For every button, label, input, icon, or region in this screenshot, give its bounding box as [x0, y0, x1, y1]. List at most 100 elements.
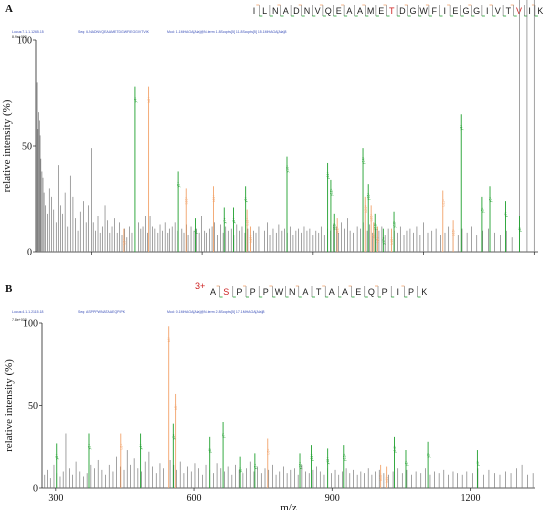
- b-ion-label: b8+: [376, 237, 380, 243]
- sequence-residue: G: [409, 6, 416, 16]
- b-ion-label: b9+: [266, 449, 270, 455]
- y-ion-label: y8+: [232, 218, 236, 224]
- b-ion-label: b4+: [167, 336, 171, 342]
- sequence-residue: I: [486, 6, 489, 16]
- sequence-residue: L: [262, 6, 267, 16]
- b-ion-label: b11+: [212, 195, 216, 203]
- y-ion-label: y7+: [222, 432, 226, 438]
- sequence-residue: E: [378, 6, 384, 16]
- sequence-residue: P: [263, 287, 269, 297]
- sequence-residue: W: [275, 287, 284, 297]
- y-ion-label: y4+: [133, 97, 137, 103]
- charge-label: 3+: [195, 281, 205, 291]
- y-ion-label: y4+: [460, 124, 464, 130]
- sequence-residue: N: [289, 287, 296, 297]
- b-ion-label: b10+: [379, 473, 383, 481]
- spectrum-header-text: Seq: ASPPPWNATAAEQPIPK: [78, 310, 126, 314]
- sequence-residue: W: [419, 6, 428, 16]
- y-ion-label: y6+: [208, 447, 212, 453]
- sequence-residue: K: [421, 287, 427, 297]
- y-ion-label: y9+: [253, 464, 257, 470]
- y-ion-label: y3+: [427, 452, 431, 458]
- b-ion-label: b3+: [119, 444, 123, 450]
- y-ion-label: y13+: [342, 453, 346, 461]
- sequence-residue: M: [367, 6, 375, 16]
- sequence-residue: T: [316, 287, 322, 297]
- y-ion-label: y12+: [329, 188, 333, 196]
- sequence-residue: E: [452, 6, 458, 16]
- y-ion-label: y10+: [299, 462, 303, 470]
- sequence-residue: A: [346, 6, 352, 16]
- sequence-residue: K: [537, 6, 543, 16]
- b-ion-label: b8+: [147, 97, 151, 103]
- spectrum-header-text: Mod: 1.1MHAGA[Ala]@N-term 1.8Sccpts[5] 1…: [167, 30, 286, 34]
- y-ion-label: y6+: [489, 197, 493, 203]
- y-ion-label: y4+: [139, 444, 143, 450]
- b-ion-label: b5+: [174, 404, 178, 410]
- b-ion-label: b22+: [336, 226, 340, 234]
- sequence-residue: F: [431, 6, 437, 16]
- y-axis-title: relative intensity (%): [1, 99, 13, 192]
- spectrum-panel-a: A I L N A D N V Q E A A M E T D G W F I E G G I V T V I K Locus:7.1.1…: [1, 0, 543, 256]
- y-ion-label: y5+: [177, 182, 181, 188]
- y-ion-label: y17+: [382, 237, 386, 245]
- sequence-residue: A: [329, 287, 335, 297]
- sequence-residue: A: [357, 6, 363, 16]
- y-ion-label: y13+: [333, 222, 337, 230]
- y-ion-label: y9+: [244, 197, 248, 203]
- sequence-residue: A: [302, 287, 308, 297]
- spectrum-chart-a: A I L N A D N V Q E A A M E T D G W F I E G G I V T V I KLocus:7.1.1…: [1, 0, 543, 256]
- y-ion-label: y11+: [326, 172, 330, 179]
- x-tick-label: 1200: [460, 493, 480, 504]
- sequence-residue: S: [223, 287, 229, 297]
- sequence-residue: N: [304, 6, 311, 16]
- y-ion-label: y3+: [87, 444, 91, 450]
- sequence-residue: D: [293, 6, 300, 16]
- x-tick-label: 300: [48, 493, 63, 504]
- b-ion-label: b13+: [452, 228, 456, 236]
- sequence-residue: P: [382, 287, 388, 297]
- b-ion-label: b11+: [441, 199, 445, 207]
- y-ion-label: y18+: [393, 220, 397, 228]
- y-ion-label: y2+: [55, 454, 59, 460]
- y-ion-label: y5+: [172, 434, 176, 440]
- y-ion-label: y14+: [362, 156, 366, 164]
- sequence-residue: I: [397, 287, 400, 297]
- spectrum-header-text: Locus:4.1.1.2115.18: [12, 310, 44, 314]
- y-ion-label: y7+: [223, 218, 227, 224]
- spectrum-panel-b: B 3+ A S P P P W N A T A A E Q P I P K Locus:4.1.1.2115.18 S…: [0, 255, 550, 510]
- y-ion-label: y8+: [239, 467, 243, 473]
- y-ion-label: y10+: [286, 165, 290, 173]
- sequence-residue: A: [210, 287, 216, 297]
- y-tick-label: 100: [17, 36, 32, 47]
- sequence-residue: T: [389, 6, 395, 16]
- sequence-residue: D: [399, 6, 406, 16]
- sequence-residue: P: [236, 287, 242, 297]
- y-ion-label: y12+: [326, 457, 330, 465]
- b-ion-label: b10+: [185, 197, 189, 205]
- sequence-residue: V: [315, 6, 321, 16]
- x-axis-title: m/z: [280, 502, 297, 510]
- y-tick-label: 0: [33, 484, 38, 495]
- y-ion-label: y5+: [480, 207, 484, 213]
- sequence-residue: V: [495, 6, 501, 16]
- spectrum-header-text: Locus:7.1.1.1265.15: [12, 30, 44, 34]
- b-ion-label: b26+: [370, 213, 374, 221]
- y-ion-label: y11+: [310, 454, 314, 461]
- sequence-residue: Q: [325, 6, 332, 16]
- b-ion-label: b13+: [246, 218, 250, 226]
- sequence-residue: E: [336, 6, 342, 16]
- y-axis-title: relative intensity (%): [3, 359, 15, 452]
- max-intensity-label: 7.8e+003: [12, 318, 27, 322]
- spectrum-header-text: Seq: ILNADNVQEAAMETDGWFIEGGIVTVIK: [78, 30, 150, 34]
- y-tick-label: 50: [28, 401, 38, 412]
- sequence-residue: G: [462, 6, 469, 16]
- y-ion-label: y6+: [194, 228, 198, 234]
- b-ion-label: b6+: [372, 232, 376, 238]
- y-tick-label: 50: [22, 142, 32, 153]
- y-tick-label: 0: [27, 248, 32, 256]
- y-tick-label: 100: [23, 319, 38, 330]
- b-ion-label: b24+: [364, 205, 368, 213]
- sequence-residue: P: [250, 287, 256, 297]
- y-ion-label: y2+: [404, 460, 408, 466]
